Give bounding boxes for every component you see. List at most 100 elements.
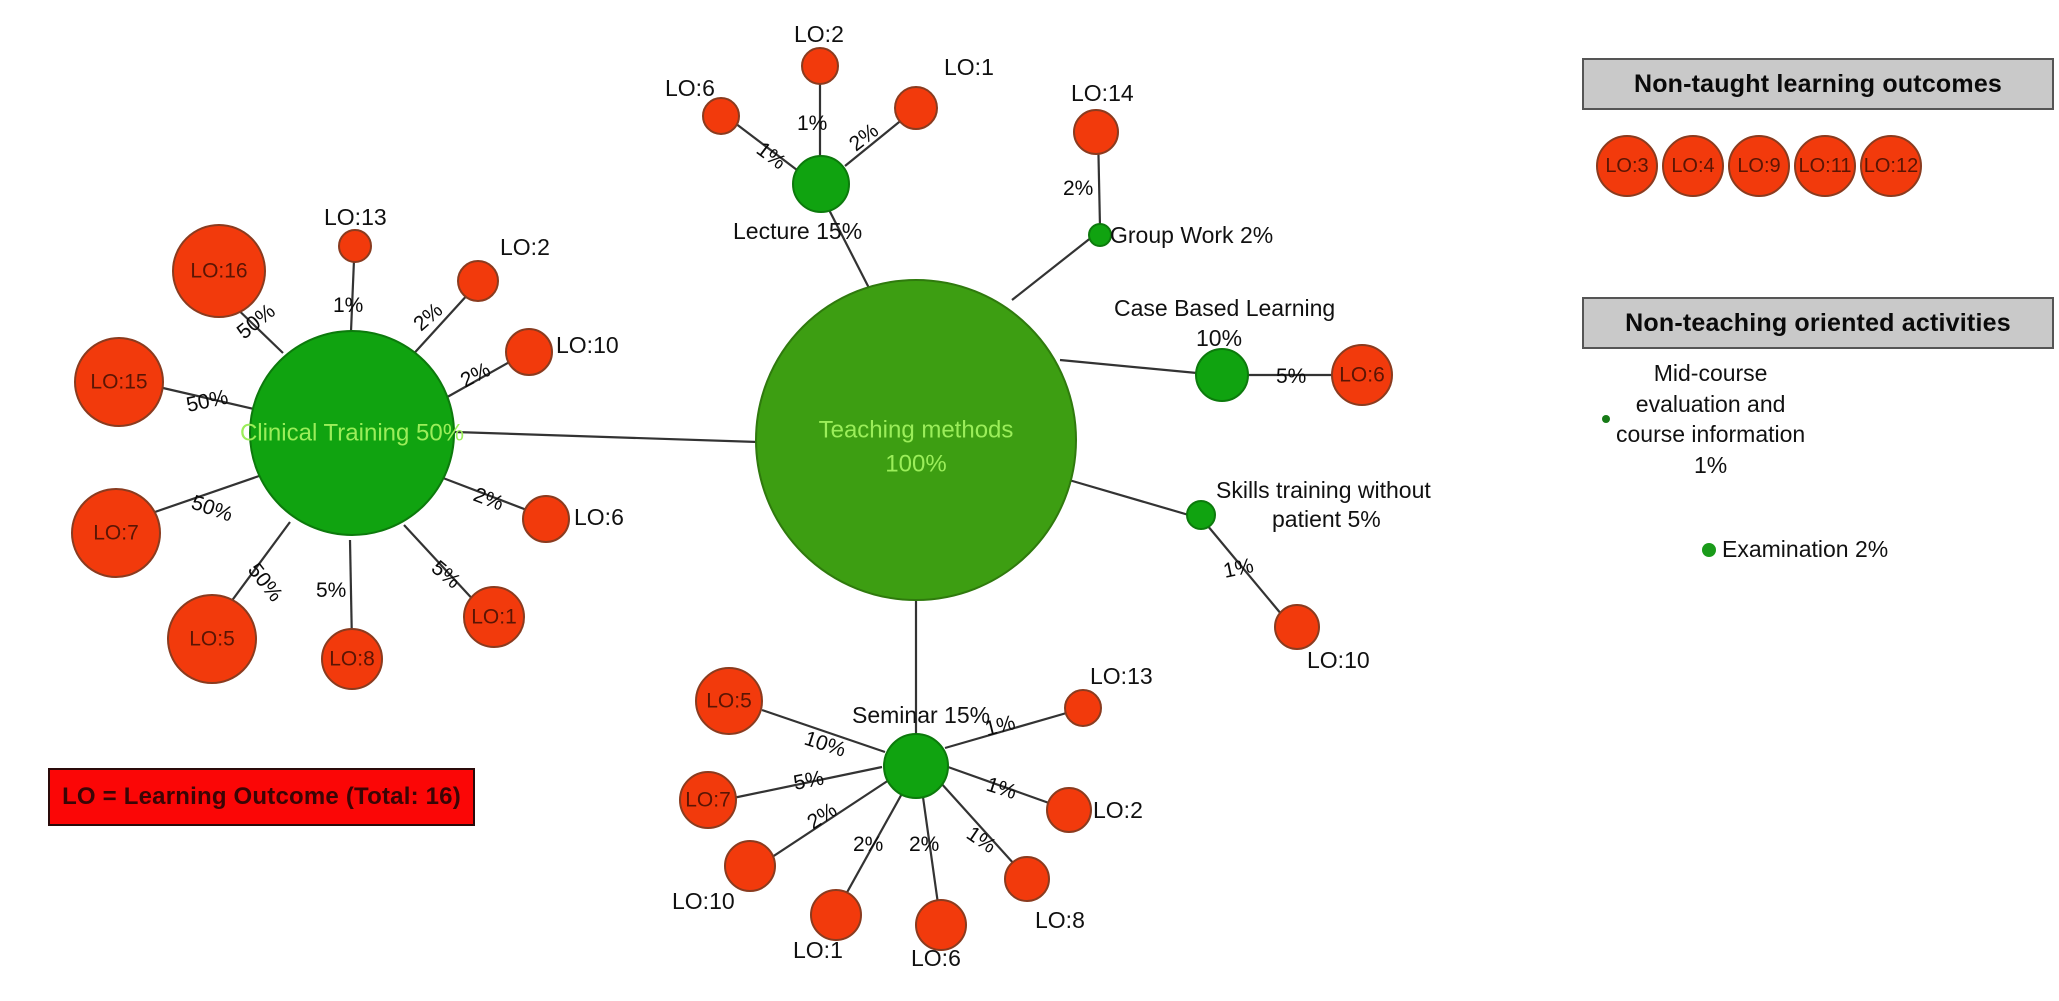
legend-chip-lo3[interactable]: LO:3 — [1596, 135, 1658, 197]
node-lo6-clinical[interactable] — [522, 495, 570, 543]
lo5-clinical-label: LO:5 — [189, 628, 235, 651]
lo13-clinical-circle[interactable] — [338, 229, 372, 263]
pct-lecture-lo2: 1% — [797, 112, 827, 135]
node-lo2-clinical[interactable] — [457, 260, 499, 302]
lo2-lecture-circle[interactable] — [801, 47, 839, 85]
lo2-seminar-circle[interactable] — [1046, 787, 1092, 833]
node-group-work[interactable] — [1088, 223, 1112, 247]
edge-skills-lo10 — [1206, 524, 1293, 628]
node-lo10-clinical[interactable] — [505, 328, 553, 376]
lecture-label: Lecture 15% — [733, 218, 862, 244]
lo7-circle[interactable] — [71, 488, 161, 578]
lo5-seminar-label: LO:5 — [706, 690, 752, 713]
pct-clinical-lo6: 2% — [470, 483, 507, 515]
lo13-seminar-circle[interactable] — [1064, 689, 1102, 727]
lo-key-panel: LO = Learning Outcome (Total: 16) — [48, 768, 475, 826]
legend-chip-lo11[interactable]: LO:11 — [1794, 135, 1856, 197]
skills-training-circle[interactable] — [1186, 500, 1216, 530]
lo8-seminar-circle[interactable] — [1004, 856, 1050, 902]
legend-examination-item: Examination 2% — [1702, 536, 2059, 563]
lo5-seminar-circle[interactable] — [695, 667, 763, 735]
node-seminar[interactable] — [883, 733, 949, 799]
legend-midcourse-item: Mid-course evaluation and course informa… — [1602, 358, 2059, 480]
lo13-seminar-label: LO:13 — [1090, 663, 1153, 689]
case-based-circle[interactable] — [1195, 348, 1249, 402]
lo14-label: LO:14 — [1071, 80, 1134, 106]
node-lo7-seminar[interactable]: LO:7 — [679, 771, 737, 829]
node-lo10-seminar[interactable] — [724, 840, 776, 892]
lo10-clinical-label: LO:10 — [556, 332, 619, 358]
root-edges — [454, 197, 1219, 740]
legend-midcourse-text: Mid-course evaluation and course informa… — [1616, 358, 1805, 480]
pct-clinical-lo13: 1% — [333, 294, 363, 317]
node-lo2-seminar[interactable] — [1046, 787, 1092, 833]
legend-non-teaching-panel: Non-teaching oriented activities — [1582, 297, 2054, 349]
skills-label-line1: Skills training without — [1216, 477, 1431, 503]
node-lo1-clinical[interactable]: LO:1 — [463, 586, 525, 648]
lo15-circle[interactable] — [74, 337, 164, 427]
node-lo5-seminar[interactable]: LO:5 — [695, 667, 763, 735]
lo10-skills-circle[interactable] — [1274, 604, 1320, 650]
node-skills-training[interactable] — [1186, 500, 1216, 530]
lo8-clinical-circle[interactable] — [321, 628, 383, 690]
seminar-edges — [732, 708, 1078, 919]
legend-chip-lo9[interactable]: LO:9 — [1728, 135, 1790, 197]
lo6-casebased-circle[interactable] — [1331, 344, 1393, 406]
group-work-circle[interactable] — [1088, 223, 1112, 247]
node-lo6-lecture[interactable] — [702, 97, 740, 135]
lo1-lecture-circle[interactable] — [894, 86, 938, 130]
node-lo7[interactable]: LO:7 — [71, 488, 161, 578]
lo1-clinical-circle[interactable] — [463, 586, 525, 648]
legend-chip-lo12[interactable]: LO:12 — [1860, 135, 1922, 197]
node-lo5-clinical[interactable]: LO:5 — [167, 594, 257, 684]
node-case-based-learning[interactable] — [1195, 348, 1249, 402]
lo10-seminar-circle[interactable] — [724, 840, 776, 892]
lecture-satellites: LO:6 1% LO:2 1% LO:1 2% — [665, 21, 994, 174]
edge-root-casebased — [1059, 358, 1219, 377]
green-dot-icon — [1702, 542, 1716, 557]
node-teaching-methods[interactable]: Teaching methods 100% — [755, 279, 1077, 601]
node-lo10-skills[interactable] — [1274, 604, 1320, 650]
clinical-training-label: Clinical Training 50% — [240, 420, 464, 447]
lo5-clinical-circle[interactable] — [167, 594, 257, 684]
node-lo2-lecture[interactable] — [801, 47, 839, 85]
node-lo16[interactable]: LO:16 — [172, 224, 266, 318]
edge-seminar-lo2 — [947, 765, 1064, 810]
lo14-circle[interactable] — [1073, 109, 1119, 155]
root-node-circle[interactable] — [755, 279, 1077, 601]
lo6-clinical-circle[interactable] — [522, 495, 570, 543]
pct-casebased-lo6: 5% — [1276, 365, 1306, 388]
node-lo8-seminar[interactable] — [1004, 856, 1050, 902]
clinical-training-circle[interactable] — [249, 330, 455, 536]
lo10-clinical-circle[interactable] — [505, 328, 553, 376]
node-clinical-training[interactable]: Clinical Training 50% — [240, 330, 464, 536]
node-lo13-seminar[interactable] — [1064, 689, 1102, 727]
lo1-seminar-circle[interactable] — [810, 889, 862, 941]
edge-seminar-lo5 — [761, 708, 886, 754]
node-lo1-lecture[interactable] — [894, 86, 938, 130]
lo15-label: LO:15 — [90, 371, 147, 394]
pct-seminar-lo5: 10% — [801, 727, 848, 762]
pct-seminar-lo7: 5% — [792, 767, 826, 795]
node-lo15[interactable]: LO:15 — [74, 337, 164, 427]
lo6-clinical-label: LO:6 — [574, 504, 624, 530]
lo1-lecture-label: LO:1 — [944, 54, 994, 80]
node-lo6-casebased[interactable]: LO:6 — [1331, 344, 1393, 406]
node-lo13-clinical[interactable] — [338, 229, 372, 263]
lo7-seminar-circle[interactable] — [679, 771, 737, 829]
lo6-lecture-circle[interactable] — [702, 97, 740, 135]
node-lo1-seminar[interactable] — [810, 889, 862, 941]
green-dot-icon-small — [1602, 415, 1610, 424]
seminar-circle[interactable] — [883, 733, 949, 799]
node-lo6-seminar[interactable] — [915, 899, 967, 951]
node-lo14-groupwork[interactable] — [1073, 109, 1119, 155]
lo16-circle[interactable] — [172, 224, 266, 318]
legend-midcourse-line2: evaluation and — [1635, 390, 1786, 417]
lo2-clinical-circle[interactable] — [457, 260, 499, 302]
legend-chip-lo4[interactable]: LO:4 — [1662, 135, 1724, 197]
lecture-circle[interactable] — [792, 155, 850, 213]
lo6-seminar-circle[interactable] — [915, 899, 967, 951]
node-lo8-clinical[interactable]: LO:8 — [321, 628, 383, 690]
node-lecture[interactable] — [792, 155, 850, 213]
